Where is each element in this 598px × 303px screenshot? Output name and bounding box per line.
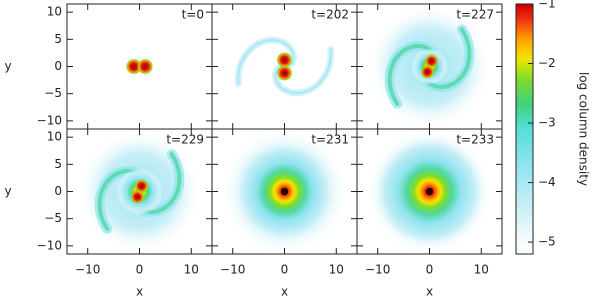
y-tick-label: −5: [44, 211, 62, 225]
spiral-arm: [236, 38, 295, 86]
core: [137, 58, 153, 75]
colorbar-tick-label: −3: [538, 116, 556, 130]
time-label: t=231: [311, 133, 349, 147]
colorbar-tick-label: −4: [538, 175, 556, 189]
core: [425, 187, 434, 196]
core: [424, 54, 439, 68]
core: [134, 179, 149, 193]
time-label: t=202: [311, 8, 349, 22]
y-tick-label: −10: [37, 238, 62, 252]
x-tick-label: 10: [184, 263, 199, 277]
panel-image: [367, 4, 492, 129]
colorbar-label: log column density: [577, 72, 591, 186]
colorbar-tick-label: −5: [538, 235, 556, 249]
time-label: t=229: [166, 133, 204, 147]
panel-image: [77, 129, 202, 254]
y-tick-label: 10: [47, 5, 62, 19]
y-tick-label: −5: [44, 86, 62, 100]
y-axis-label: y: [4, 184, 11, 198]
x-tick-label: 10: [329, 263, 344, 277]
x-axis-label: x: [426, 285, 433, 299]
panel-image: [126, 58, 153, 75]
time-label: t=0: [182, 8, 204, 22]
y-tick-label: 5: [54, 32, 62, 46]
colorbar: [515, 3, 534, 255]
x-tick-label: 10: [474, 263, 489, 277]
x-tick-label: −10: [220, 263, 245, 277]
panel-image: [364, 129, 495, 254]
y-tick-label: 10: [47, 130, 62, 144]
core: [280, 187, 289, 196]
y-tick-label: −10: [37, 113, 62, 127]
spiral-arm: [274, 47, 333, 95]
time-label: t=233: [456, 133, 494, 147]
y-tick-label: 5: [54, 157, 62, 171]
panel-image: [234, 36, 335, 97]
panel-image: [219, 129, 350, 254]
x-axis-label: x: [136, 285, 143, 299]
core: [276, 52, 293, 68]
y-tick-label: 0: [54, 184, 62, 198]
y-axis-label: y: [4, 59, 11, 73]
x-axis-label: x: [281, 285, 288, 299]
core: [126, 58, 142, 75]
x-tick-label: 0: [426, 263, 434, 277]
x-tick-label: −10: [365, 263, 390, 277]
core: [130, 190, 145, 204]
x-tick-label: −10: [75, 263, 100, 277]
x-tick-label: 0: [281, 263, 289, 277]
y-tick-label: 0: [54, 59, 62, 73]
colorbar-tick-label: −2: [538, 56, 556, 70]
core: [420, 65, 435, 79]
x-tick-label: 0: [136, 263, 144, 277]
core: [276, 65, 293, 81]
colorbar-tick-label: −1: [538, 0, 556, 11]
time-label: t=227: [456, 8, 494, 22]
